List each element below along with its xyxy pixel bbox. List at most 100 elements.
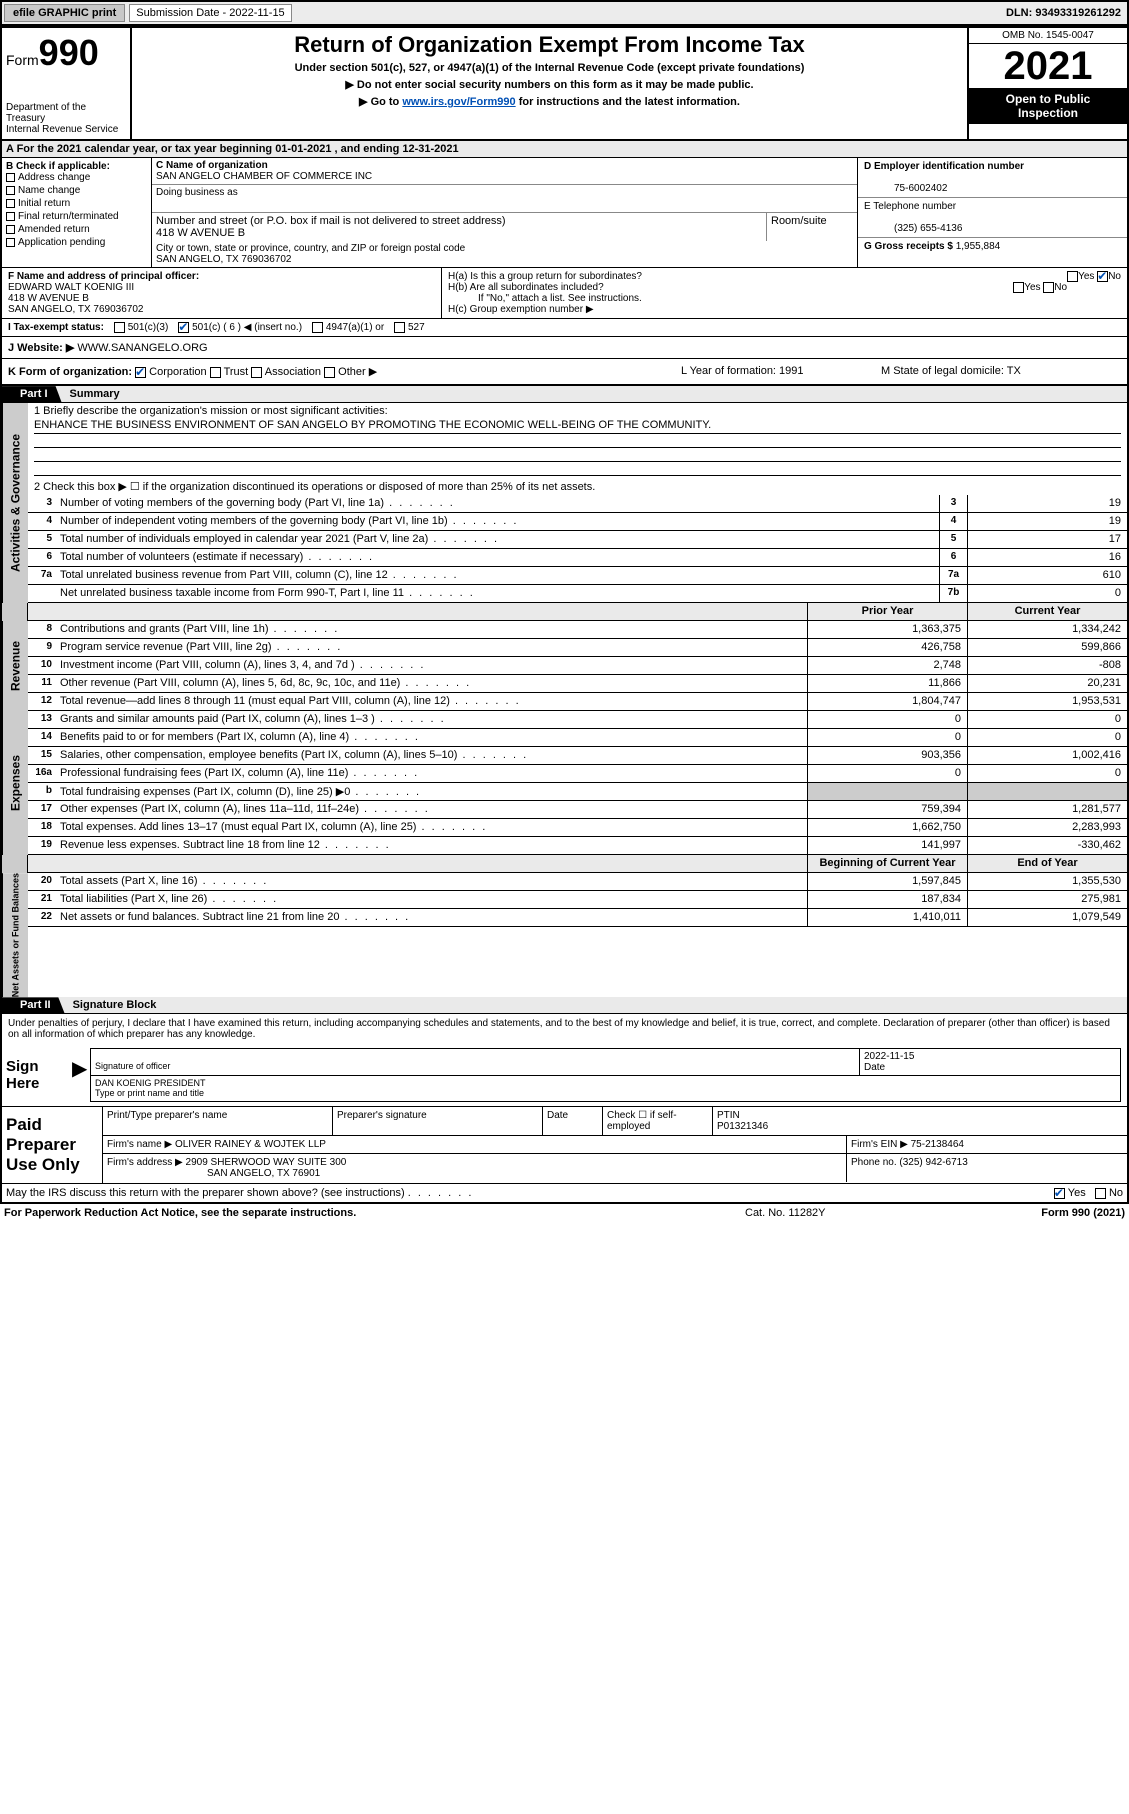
row-k-form-org: K Form of organization: Corporation Trus… (2, 359, 1127, 386)
firm-addr1: 2909 SHERWOOD WAY SUITE 300 (186, 1157, 347, 1168)
m-state-domicile: M State of legal domicile: TX (881, 365, 1121, 378)
firm-phone-label: Phone no. (851, 1157, 897, 1168)
ptin-label: PTIN (717, 1110, 740, 1121)
tax-year: 2021 (969, 44, 1127, 88)
street-value: 418 W AVENUE B (156, 227, 245, 239)
summary-row: 18Total expenses. Add lines 13–17 (must … (28, 819, 1127, 837)
pra-notice: For Paperwork Reduction Act Notice, see … (4, 1207, 745, 1219)
hb-no[interactable] (1043, 282, 1054, 293)
summary-row: 22Net assets or fund balances. Subtract … (28, 909, 1127, 927)
sign-triangle-icon: ▶ (72, 1044, 90, 1106)
cat-number: Cat. No. 11282Y (745, 1207, 945, 1219)
row-j-website: J Website: ▶ WWW.SANANGELO.ORG (2, 337, 1127, 359)
chk-amended-return[interactable]: Amended return (6, 224, 147, 235)
officer-street: 418 W AVENUE B (8, 293, 89, 304)
col-header-prior-current: Prior Year Current Year (28, 603, 1127, 621)
form-title: Return of Organization Exempt From Incom… (138, 32, 961, 58)
col-header-boy-eoy: Beginning of Current Year End of Year (28, 855, 1127, 873)
chk-name-change[interactable]: Name change (6, 185, 147, 196)
efile-button[interactable]: efile GRAPHIC print (4, 4, 125, 22)
dept-treasury: Department of the Treasury (6, 102, 126, 124)
c-name-label: C Name of organization (156, 160, 268, 171)
hb-yes[interactable] (1013, 282, 1024, 293)
discuss-no[interactable] (1095, 1188, 1106, 1199)
sign-here-block: Sign Here ▶ Signature of officer 2022-11… (2, 1044, 1127, 1106)
section-f-officer: F Name and address of principal officer:… (2, 268, 442, 318)
summary-row: 20Total assets (Part X, line 16)1,597,84… (28, 873, 1127, 891)
form-identifier: Form990 Department of the Treasury Inter… (2, 28, 132, 139)
org-name: SAN ANGELO CHAMBER OF COMMERCE INC (156, 171, 372, 182)
summary-row: 15Salaries, other compensation, employee… (28, 747, 1127, 765)
chk-501c[interactable] (178, 322, 189, 333)
perjury-declaration: Under penalties of perjury, I declare th… (2, 1014, 1127, 1044)
chk-trust[interactable] (210, 367, 221, 378)
form-word: Form (6, 52, 39, 68)
chk-corporation[interactable] (135, 367, 146, 378)
part-2-label: Part II (2, 997, 65, 1013)
preparer-sig-label: Preparer's signature (333, 1107, 543, 1135)
section-b-checkboxes: B Check if applicable: Address change Na… (2, 158, 152, 267)
summary-row: 16aProfessional fundraising fees (Part I… (28, 765, 1127, 783)
side-netassets: Net Assets or Fund Balances (2, 873, 28, 997)
col-prior-year: Prior Year (807, 603, 967, 620)
officer-printed-name: DAN KOENIG PRESIDENT (95, 1078, 206, 1088)
chk-initial-return[interactable]: Initial return (6, 198, 147, 209)
form-subtitle-2: ▶ Do not enter social security numbers o… (138, 78, 961, 91)
ha-no[interactable] (1097, 271, 1108, 282)
paid-preparer-block: Paid Preparer Use Only Print/Type prepar… (2, 1106, 1127, 1183)
side-expenses: Expenses (2, 711, 28, 855)
side-governance: Activities & Governance (2, 403, 28, 603)
sig-date-label: Date (864, 1062, 885, 1073)
open-to-public: Open to PublicInspection (969, 88, 1127, 124)
irs-label: Internal Revenue Service (6, 124, 126, 135)
summary-row: bTotal fundraising expenses (Part IX, co… (28, 783, 1127, 801)
summary-row: 8Contributions and grants (Part VIII, li… (28, 621, 1127, 639)
sig-officer-label: Signature of officer (95, 1061, 170, 1071)
firm-phone: (325) 942-6713 (899, 1157, 967, 1168)
chk-application-pending[interactable]: Application pending (6, 237, 147, 248)
governance-row: 4Number of independent voting members of… (28, 513, 1127, 531)
street-label: Number and street (or P.O. box if mail i… (156, 215, 506, 227)
form-subtitle-3: ▶ Go to www.irs.gov/Form990 for instruct… (138, 95, 961, 108)
hc-label: H(c) Group exemption number ▶ (448, 304, 1121, 315)
line-1-mission: 1 Briefly describe the organization's mi… (28, 403, 1127, 478)
firm-name: OLIVER RAINEY & WOJTEK LLP (175, 1139, 326, 1150)
chk-501c3[interactable] (114, 322, 125, 333)
self-employed-check[interactable]: Check ☐ if self-employed (603, 1107, 713, 1135)
b-label: B Check if applicable: (6, 161, 147, 172)
chk-final-return[interactable]: Final return/terminated (6, 211, 147, 222)
summary-row: 10Investment income (Part VIII, column (… (28, 657, 1127, 675)
governance-row: 7aTotal unrelated business revenue from … (28, 567, 1127, 585)
side-revenue: Revenue (2, 621, 28, 711)
g-gross-label: G Gross receipts $ (864, 241, 953, 252)
firm-ein: 75-2138464 (911, 1139, 964, 1150)
sig-date: 2022-11-15 (864, 1051, 914, 1062)
summary-row: 17Other expenses (Part IX, column (A), l… (28, 801, 1127, 819)
city-label: City or town, state or province, country… (156, 243, 465, 254)
irs-link[interactable]: www.irs.gov/Form990 (402, 96, 515, 108)
chk-4947[interactable] (312, 322, 323, 333)
footer-pra: For Paperwork Reduction Act Notice, see … (0, 1204, 1129, 1222)
ha-yes[interactable] (1067, 271, 1078, 282)
preparer-date-label: Date (543, 1107, 603, 1135)
form-990: Form990 Department of the Treasury Inter… (0, 26, 1129, 1204)
firm-ein-label: Firm's EIN ▶ (851, 1139, 908, 1150)
summary-row: 12Total revenue—add lines 8 through 11 (… (28, 693, 1127, 711)
l-year-formation: L Year of formation: 1991 (681, 365, 881, 378)
dln: DLN: 93493319261292 (1000, 5, 1127, 21)
summary-row: 21Total liabilities (Part X, line 26)187… (28, 891, 1127, 909)
officer-name: EDWARD WALT KOENIG III (8, 282, 134, 293)
preparer-name-label: Print/Type preparer's name (103, 1107, 333, 1135)
k-label: K Form of organization: (8, 366, 132, 378)
discuss-yes[interactable] (1054, 1188, 1065, 1199)
line-2: 2 Check this box ▶ ☐ if the organization… (28, 478, 1127, 495)
chk-other[interactable] (324, 367, 335, 378)
ptin-value: P01321346 (717, 1121, 768, 1132)
chk-address-change[interactable]: Address change (6, 172, 147, 183)
chk-association[interactable] (251, 367, 262, 378)
form-footer: Form 990 (2021) (945, 1207, 1125, 1219)
j-label: J Website: ▶ (8, 342, 74, 354)
summary-row: 13Grants and similar amounts paid (Part … (28, 711, 1127, 729)
chk-527[interactable] (394, 322, 405, 333)
d-ein-label: D Employer identification number (864, 161, 1024, 172)
